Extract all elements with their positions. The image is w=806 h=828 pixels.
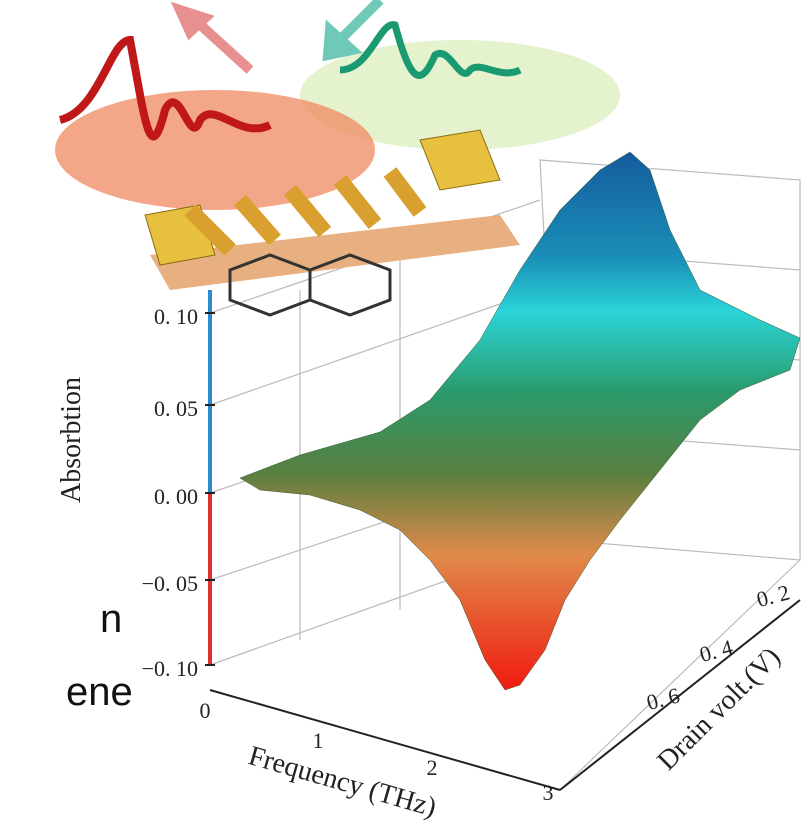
x-tick-label: 0: [200, 698, 211, 723]
y-tick-label: 0. 10: [154, 304, 198, 329]
x-tick-label: 3: [543, 780, 554, 805]
x-tick-label: 1: [313, 728, 324, 753]
side-text: n: [100, 597, 122, 641]
x-axis-label: Frequency (THz): [245, 740, 440, 823]
page: {"figure": { "side_text": ["n", "ene"], …: [0, 0, 806, 828]
figure: n ene 0. 10 0. 05 0. 00 −0. 05 −0. 10 Ab…: [0, 0, 806, 828]
x-tick-label: 2: [427, 755, 438, 780]
z-tick-label: 0. 4: [697, 634, 735, 667]
y-tick-label: −0. 10: [142, 656, 198, 681]
y-tick-label: 0. 00: [154, 484, 198, 509]
y-tick-label: 0. 05: [154, 396, 198, 421]
z-tick-label: 0. 6: [644, 682, 682, 715]
y-axis-label: Absorbtion: [56, 377, 87, 503]
side-text: ene: [66, 670, 133, 714]
y-tick-label: −0. 05: [142, 571, 198, 596]
z-tick-label: 0. 2: [754, 579, 792, 612]
